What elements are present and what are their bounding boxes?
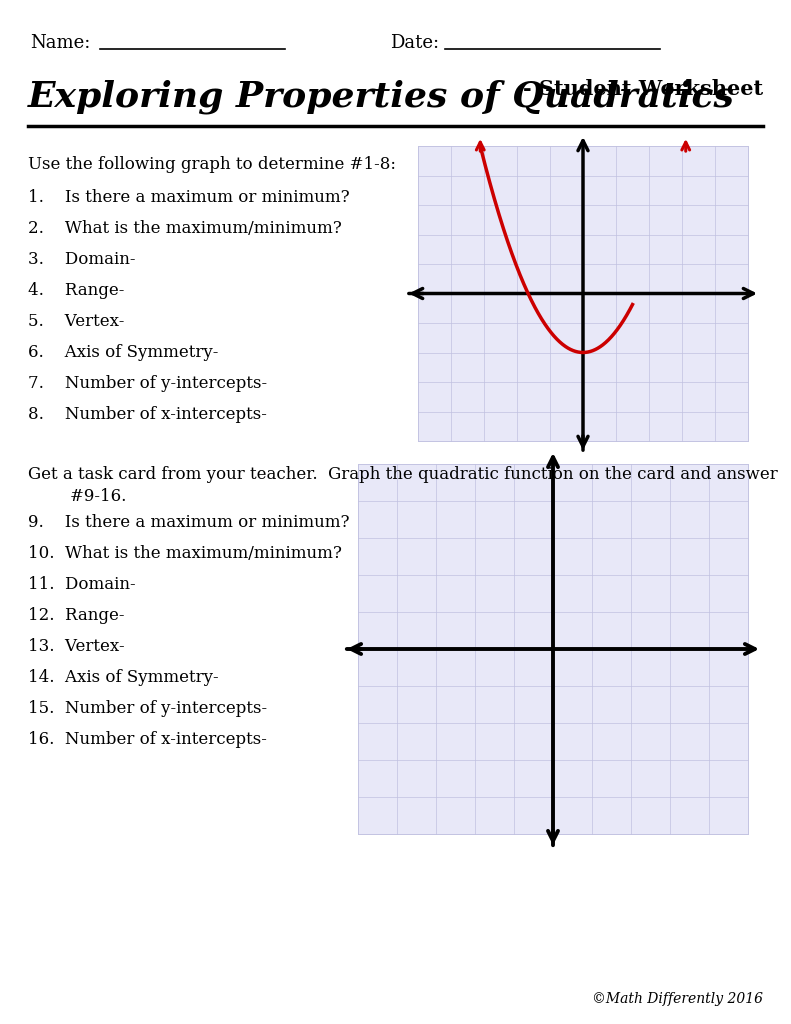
Text: ©Math Differently 2016: ©Math Differently 2016 [592, 992, 763, 1006]
Text: 6.    Axis of Symmetry-: 6. Axis of Symmetry- [28, 344, 218, 361]
Text: 8.    Number of x-intercepts-: 8. Number of x-intercepts- [28, 406, 267, 423]
Text: 2.    What is the maximum/minimum?: 2. What is the maximum/minimum? [28, 220, 342, 237]
Text: Use the following graph to determine #1-8:: Use the following graph to determine #1-… [28, 156, 396, 173]
Text: 7.    Number of y-intercepts-: 7. Number of y-intercepts- [28, 375, 267, 392]
Text: 10.  What is the maximum/minimum?: 10. What is the maximum/minimum? [28, 545, 342, 562]
Bar [418, 146, 748, 441]
Text: Exploring Properties of Quadratics: Exploring Properties of Quadratics [28, 79, 735, 114]
Text: 16.  Number of x-intercepts-: 16. Number of x-intercepts- [28, 731, 267, 748]
Text: - Student Worksheet: - Student Worksheet [523, 79, 763, 99]
Bar [358, 464, 748, 834]
Text: 15.  Number of y-intercepts-: 15. Number of y-intercepts- [28, 700, 267, 717]
Text: 11.  Domain-: 11. Domain- [28, 575, 135, 593]
Text: 9.    Is there a maximum or minimum?: 9. Is there a maximum or minimum? [28, 514, 350, 531]
Text: 3.    Domain-: 3. Domain- [28, 251, 135, 268]
Text: Get a task card from your teacher.  Graph the quadratic function on the card and: Get a task card from your teacher. Graph… [28, 466, 778, 483]
Text: 4.    Range-: 4. Range- [28, 282, 124, 299]
Text: Name:: Name: [30, 34, 90, 52]
Text: 14.  Axis of Symmetry-: 14. Axis of Symmetry- [28, 669, 218, 686]
Text: 12.  Range-: 12. Range- [28, 607, 124, 624]
Text: 1.    Is there a maximum or minimum?: 1. Is there a maximum or minimum? [28, 189, 350, 206]
Text: 13.  Vertex-: 13. Vertex- [28, 638, 125, 655]
Text: Date:: Date: [390, 34, 439, 52]
Text: #9-16.: #9-16. [28, 488, 127, 505]
Text: 5.    Vertex-: 5. Vertex- [28, 313, 124, 330]
